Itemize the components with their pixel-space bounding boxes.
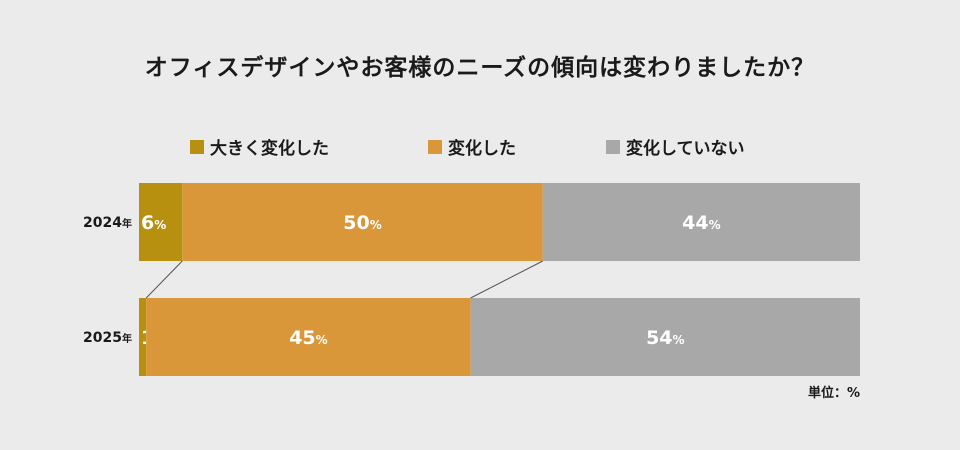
legend-item-changed: 変化した [428, 134, 606, 159]
legend-item-major-change: 大きく変化した [190, 134, 428, 159]
connector-line-2 [470, 260, 543, 299]
bar-segment-2024-2 [182, 183, 543, 261]
legend-item-no-change: 変化していない [606, 134, 745, 159]
legend-label-major-change: 大きく変化した [210, 139, 329, 159]
connector-line-1 [145, 260, 183, 299]
legend-swatch-changed [428, 139, 442, 154]
data-label-2024-3: 44% [682, 212, 720, 234]
row-label-2025: 2025年 [83, 330, 132, 346]
bar-segment-2025-3 [470, 298, 860, 376]
legend-swatch-major-change [190, 139, 204, 154]
bar-segment-2025-2 [146, 298, 471, 376]
legend-label-changed: 変化した [448, 139, 516, 159]
legend-label-no-change: 変化していない [626, 139, 745, 159]
data-label-2025-2: 45% [289, 327, 327, 349]
bar-segment-2024-3 [542, 183, 860, 261]
row-label-2024: 2024年 [83, 215, 132, 231]
data-label-2024-2: 50% [343, 212, 381, 234]
bar-segment-2025-1 [139, 298, 147, 376]
legend-swatch-no-change [606, 139, 620, 154]
data-label-2024-1: 6% [141, 212, 166, 234]
bar-segment-2024-1 [139, 183, 183, 261]
unit-note: 単位：% [807, 386, 860, 401]
data-label-2025-3: 54% [646, 327, 684, 349]
chart-title: オフィスデザインやお客様のニーズの傾向は変わりましたか？ [144, 55, 816, 81]
chart-legend: 大きく変化した 変化した 変化していない [190, 134, 745, 159]
